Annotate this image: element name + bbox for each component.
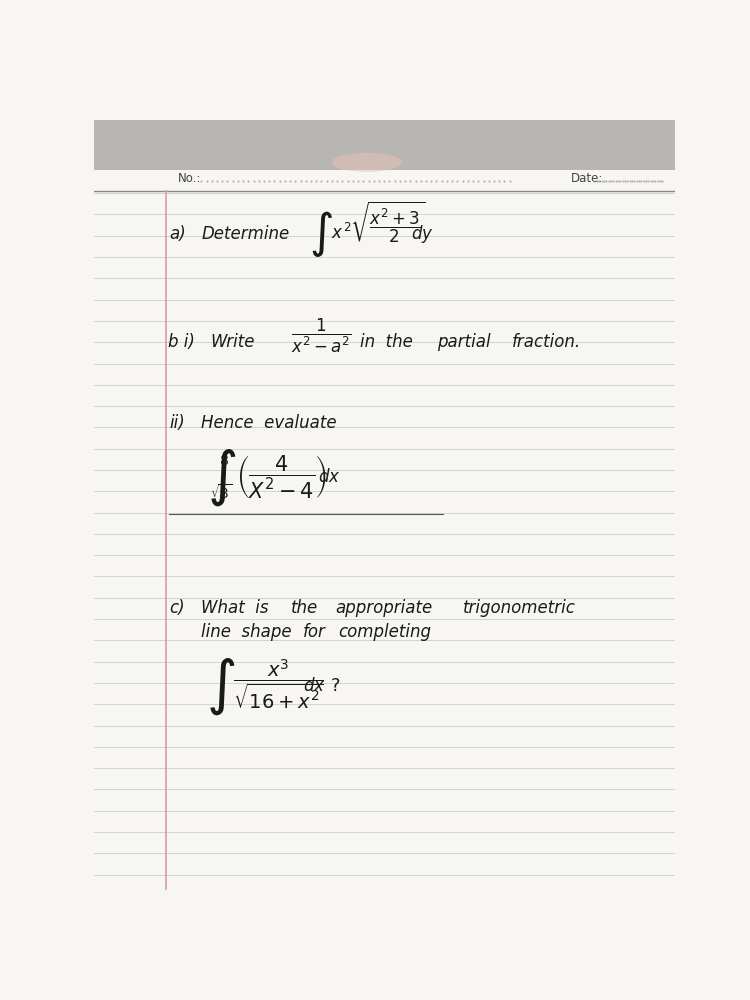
- Text: $8$: $8$: [219, 454, 229, 468]
- Text: a): a): [170, 225, 186, 243]
- Text: $\int$: $\int$: [206, 657, 236, 717]
- Text: $\sqrt{\dfrac{x^{2}+3}{2}}$: $\sqrt{\dfrac{x^{2}+3}{2}}$: [350, 199, 424, 245]
- Ellipse shape: [332, 153, 402, 172]
- Text: Hence  evaluate: Hence evaluate: [201, 414, 337, 432]
- Text: ?: ?: [331, 677, 340, 695]
- Text: Date:: Date:: [570, 172, 603, 185]
- Text: $\left(\dfrac{4}{X^{2}-4}\right)$: $\left(\dfrac{4}{X^{2}-4}\right)$: [236, 453, 327, 500]
- Text: in  the: in the: [360, 333, 413, 351]
- Text: $\sqrt{3}$: $\sqrt{3}$: [210, 483, 232, 502]
- Text: for: for: [303, 623, 326, 641]
- Bar: [94, 120, 675, 170]
- Text: $\int$: $\int$: [309, 209, 333, 259]
- Text: $x^{\,2}$: $x^{\,2}$: [331, 223, 352, 243]
- Text: ii): ii): [170, 414, 185, 432]
- Text: $\dfrac{1}{x^{2}-a^{2}}$: $\dfrac{1}{x^{2}-a^{2}}$: [291, 317, 352, 355]
- Text: partial: partial: [436, 333, 490, 351]
- Text: $dy$: $dy$: [410, 223, 433, 245]
- Text: Determine: Determine: [201, 225, 290, 243]
- Text: appropriate: appropriate: [335, 599, 432, 617]
- Text: b i): b i): [167, 333, 194, 351]
- Text: $\int$: $\int$: [207, 447, 236, 508]
- Text: What  is: What is: [201, 599, 268, 617]
- Text: $dx$: $dx$: [303, 677, 326, 695]
- Text: fraction.: fraction.: [512, 333, 581, 351]
- Text: No.:: No.:: [178, 172, 202, 185]
- Text: completing: completing: [338, 623, 430, 641]
- Text: trigonometric: trigonometric: [463, 599, 576, 617]
- Text: $dx$: $dx$: [317, 468, 340, 486]
- Text: Write: Write: [210, 333, 254, 351]
- Text: c): c): [170, 599, 185, 617]
- Text: $\dfrac{x^{3}}{\sqrt{16+x^{2}}}$: $\dfrac{x^{3}}{\sqrt{16+x^{2}}}$: [233, 657, 324, 711]
- Text: the: the: [291, 599, 319, 617]
- Text: line  shape: line shape: [201, 623, 292, 641]
